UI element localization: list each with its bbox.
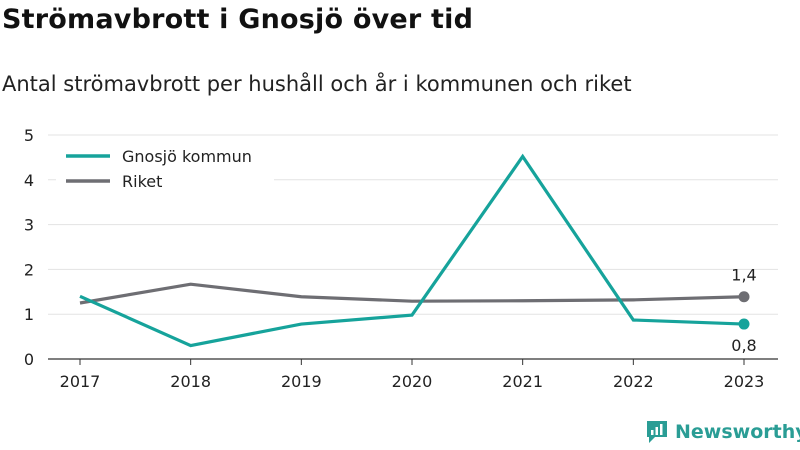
x-tick-label: 2020 — [392, 372, 433, 391]
x-tick-label: 2023 — [724, 372, 765, 391]
x-tick-label: 2018 — [170, 372, 211, 391]
chart-subtitle: Antal strömavbrott per hushåll och år i … — [2, 72, 632, 96]
brand-name: Newsworthy — [675, 421, 800, 443]
x-tick-label: 2019 — [281, 372, 322, 391]
y-tick-label: 2 — [24, 260, 34, 279]
y-tick-label: 0 — [24, 350, 34, 369]
legend: Gnosjö kommun Riket — [56, 142, 274, 200]
axes: 0 1 2 3 4 5 2017 2018 2019 2020 2021 2022 2023 — [24, 126, 778, 391]
brand-logo: Newsworthy — [645, 418, 800, 446]
series-lines — [79, 153, 750, 348]
y-tick-label: 4 — [24, 171, 34, 190]
x-tick-label: 2022 — [613, 372, 654, 391]
y-tick-label: 3 — [24, 216, 34, 235]
legend-background — [56, 142, 274, 200]
y-tick-label: 1 — [24, 305, 34, 324]
series-end-marker — [738, 291, 750, 303]
series-line-1 — [79, 282, 745, 305]
chart-title: Strömavbrott i Gnosjö över tid — [2, 4, 474, 35]
legend-label: Riket — [122, 172, 162, 191]
x-tick-label: 2021 — [502, 372, 543, 391]
x-tick-label: 2017 — [60, 372, 101, 391]
end-data-label: 1,4 — [731, 266, 756, 285]
data-labels: 1,4 0,8 — [731, 266, 756, 355]
y-tick-label: 5 — [24, 126, 34, 145]
legend-label: Gnosjö kommun — [122, 147, 252, 166]
series-end-marker — [738, 318, 750, 330]
series-line-0 — [79, 153, 745, 348]
end-data-label: 0,8 — [731, 336, 756, 355]
newsworthy-logo-icon — [647, 421, 667, 443]
